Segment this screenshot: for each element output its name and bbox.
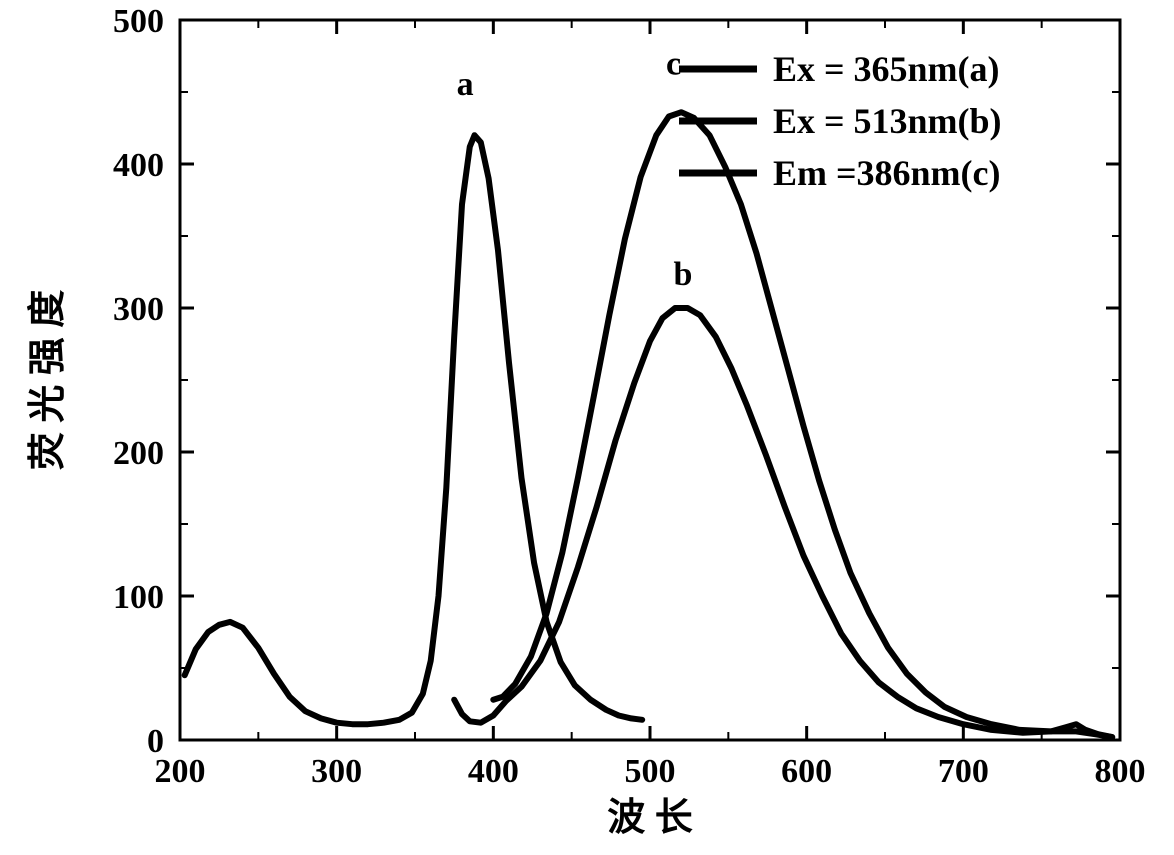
x-axis-title: 波 长 — [607, 797, 693, 839]
x-tick-label: 800 — [1095, 753, 1146, 790]
legend-label: Ex = 513nm(b) — [773, 101, 1002, 141]
y-tick-label: 0 — [147, 723, 164, 760]
x-tick-label: 500 — [625, 753, 676, 790]
x-tick-label: 400 — [468, 753, 519, 790]
chart-svg: 2003004005006007008000100200300400500波 长… — [0, 0, 1174, 855]
y-axis-title-group: 荧 光 强 度 — [27, 290, 69, 471]
legend: Ex = 365nm(a) Ex = 513nm(b) Em =386nm(c) — [679, 49, 1002, 193]
legend-label: Ex = 365nm(a) — [773, 49, 1000, 89]
y-tick-label: 300 — [113, 291, 164, 328]
y-tick-label: 100 — [113, 579, 164, 616]
series-label: c — [666, 46, 681, 83]
series-label: b — [673, 256, 692, 293]
chart-container: 2003004005006007008000100200300400500波 长… — [0, 0, 1174, 855]
y-axis-title: 荧 光 强 度 — [27, 290, 69, 471]
y-tick-label: 500 — [113, 3, 164, 40]
x-tick-label: 700 — [938, 753, 989, 790]
legend-label: Em =386nm(c) — [773, 153, 1000, 193]
series-label: a — [457, 66, 474, 103]
y-tick-label: 400 — [113, 147, 164, 184]
x-tick-label: 600 — [781, 753, 832, 790]
y-tick-label: 200 — [113, 435, 164, 472]
x-tick-label: 300 — [311, 753, 362, 790]
